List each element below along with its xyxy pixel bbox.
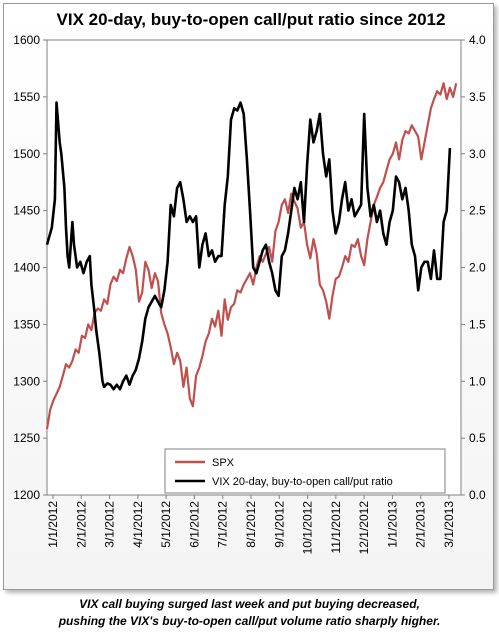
y-left-tick-label: 1250 — [13, 431, 40, 445]
legend: SPX VIX 20-day, buy-to-open call/put rat… — [164, 448, 446, 494]
y-right-tick-label: 1.5 — [469, 317, 486, 331]
y-right-tick-label: 0.0 — [469, 488, 486, 502]
x-tick-label: 6/1/2012 — [187, 501, 201, 548]
x-tick-label: 8/1/2012 — [244, 501, 258, 548]
x-tick-label: 2/1/2013 — [414, 501, 428, 548]
x-tick-label: 12/1/2012 — [357, 501, 371, 555]
x-axis: 1/1/2012 2/1/2012 3/1/2012 4/1/2012 5/1/2012… — [46, 495, 456, 554]
x-tick-label: 7/1/2012 — [216, 501, 230, 548]
y-left-tick-label: 1350 — [13, 317, 40, 331]
series-line-vix-ratio — [45, 101, 452, 391]
y-right-tick-label: 1.0 — [469, 374, 486, 388]
y-left-tick-label: 1600 — [13, 33, 40, 47]
x-tick-label: 9/1/2012 — [272, 501, 286, 548]
x-tick-label: 3/1/2012 — [103, 501, 117, 548]
x-tick-label: 1/1/2013 — [385, 501, 399, 548]
y-left-tick-label: 1200 — [13, 488, 40, 502]
y-right-tick-label: 3.5 — [469, 90, 486, 104]
caption-line-2: pushing the VIX's buy-to-open call/put v… — [58, 614, 441, 628]
y-right-tick-label: 2.0 — [469, 261, 486, 275]
y-right-tick-label: 0.5 — [469, 431, 486, 445]
series-line-spx — [45, 82, 458, 430]
x-tick-label: 10/1/2012 — [301, 501, 315, 555]
y-left-tick-label: 1300 — [13, 374, 40, 388]
x-tick-label: 1/1/2012 — [46, 501, 60, 548]
chart-title: VIX 20-day, buy-to-open call/put ratio s… — [57, 10, 446, 29]
caption-line-1: VIX call buying surged last week and put… — [79, 597, 420, 611]
series-layer — [45, 82, 458, 430]
y-left-tick-label: 1500 — [13, 147, 40, 161]
y-left-tick-label: 1550 — [13, 90, 40, 104]
legend-label-spx: SPX — [212, 457, 235, 469]
x-tick-label: 11/1/2012 — [329, 501, 343, 554]
x-tick-label: 4/1/2012 — [131, 501, 145, 548]
y-right-tick-label: 4.0 — [469, 33, 486, 47]
y-left-tick-label: 1400 — [13, 261, 40, 275]
legend-label-vix-ratio: VIX 20-day, buy-to-open call/put ratio — [212, 476, 393, 488]
x-tick-label: 2/1/2012 — [74, 501, 88, 548]
legend-box — [164, 448, 446, 494]
x-tick-label: 5/1/2012 — [159, 501, 173, 548]
y-right-tick-label: 2.5 — [469, 204, 486, 218]
caption: VIX call buying surged last week and put… — [0, 596, 499, 630]
y-right-tick-label: 3.0 — [469, 147, 486, 161]
x-tick-label: 3/1/2013 — [442, 501, 456, 548]
chart-svg: VIX 20-day, buy-to-open call/put ratio s… — [13, 10, 486, 554]
y-left-tick-label: 1450 — [13, 204, 40, 218]
y-axis-left: 1200 1250 1300 1350 1400 1450 1500 1550 1600 — [13, 33, 47, 502]
y-axis-right: 0.0 0.5 1.0 1.5 2.0 2.5 3.0 3.5 4.0 — [461, 33, 486, 502]
